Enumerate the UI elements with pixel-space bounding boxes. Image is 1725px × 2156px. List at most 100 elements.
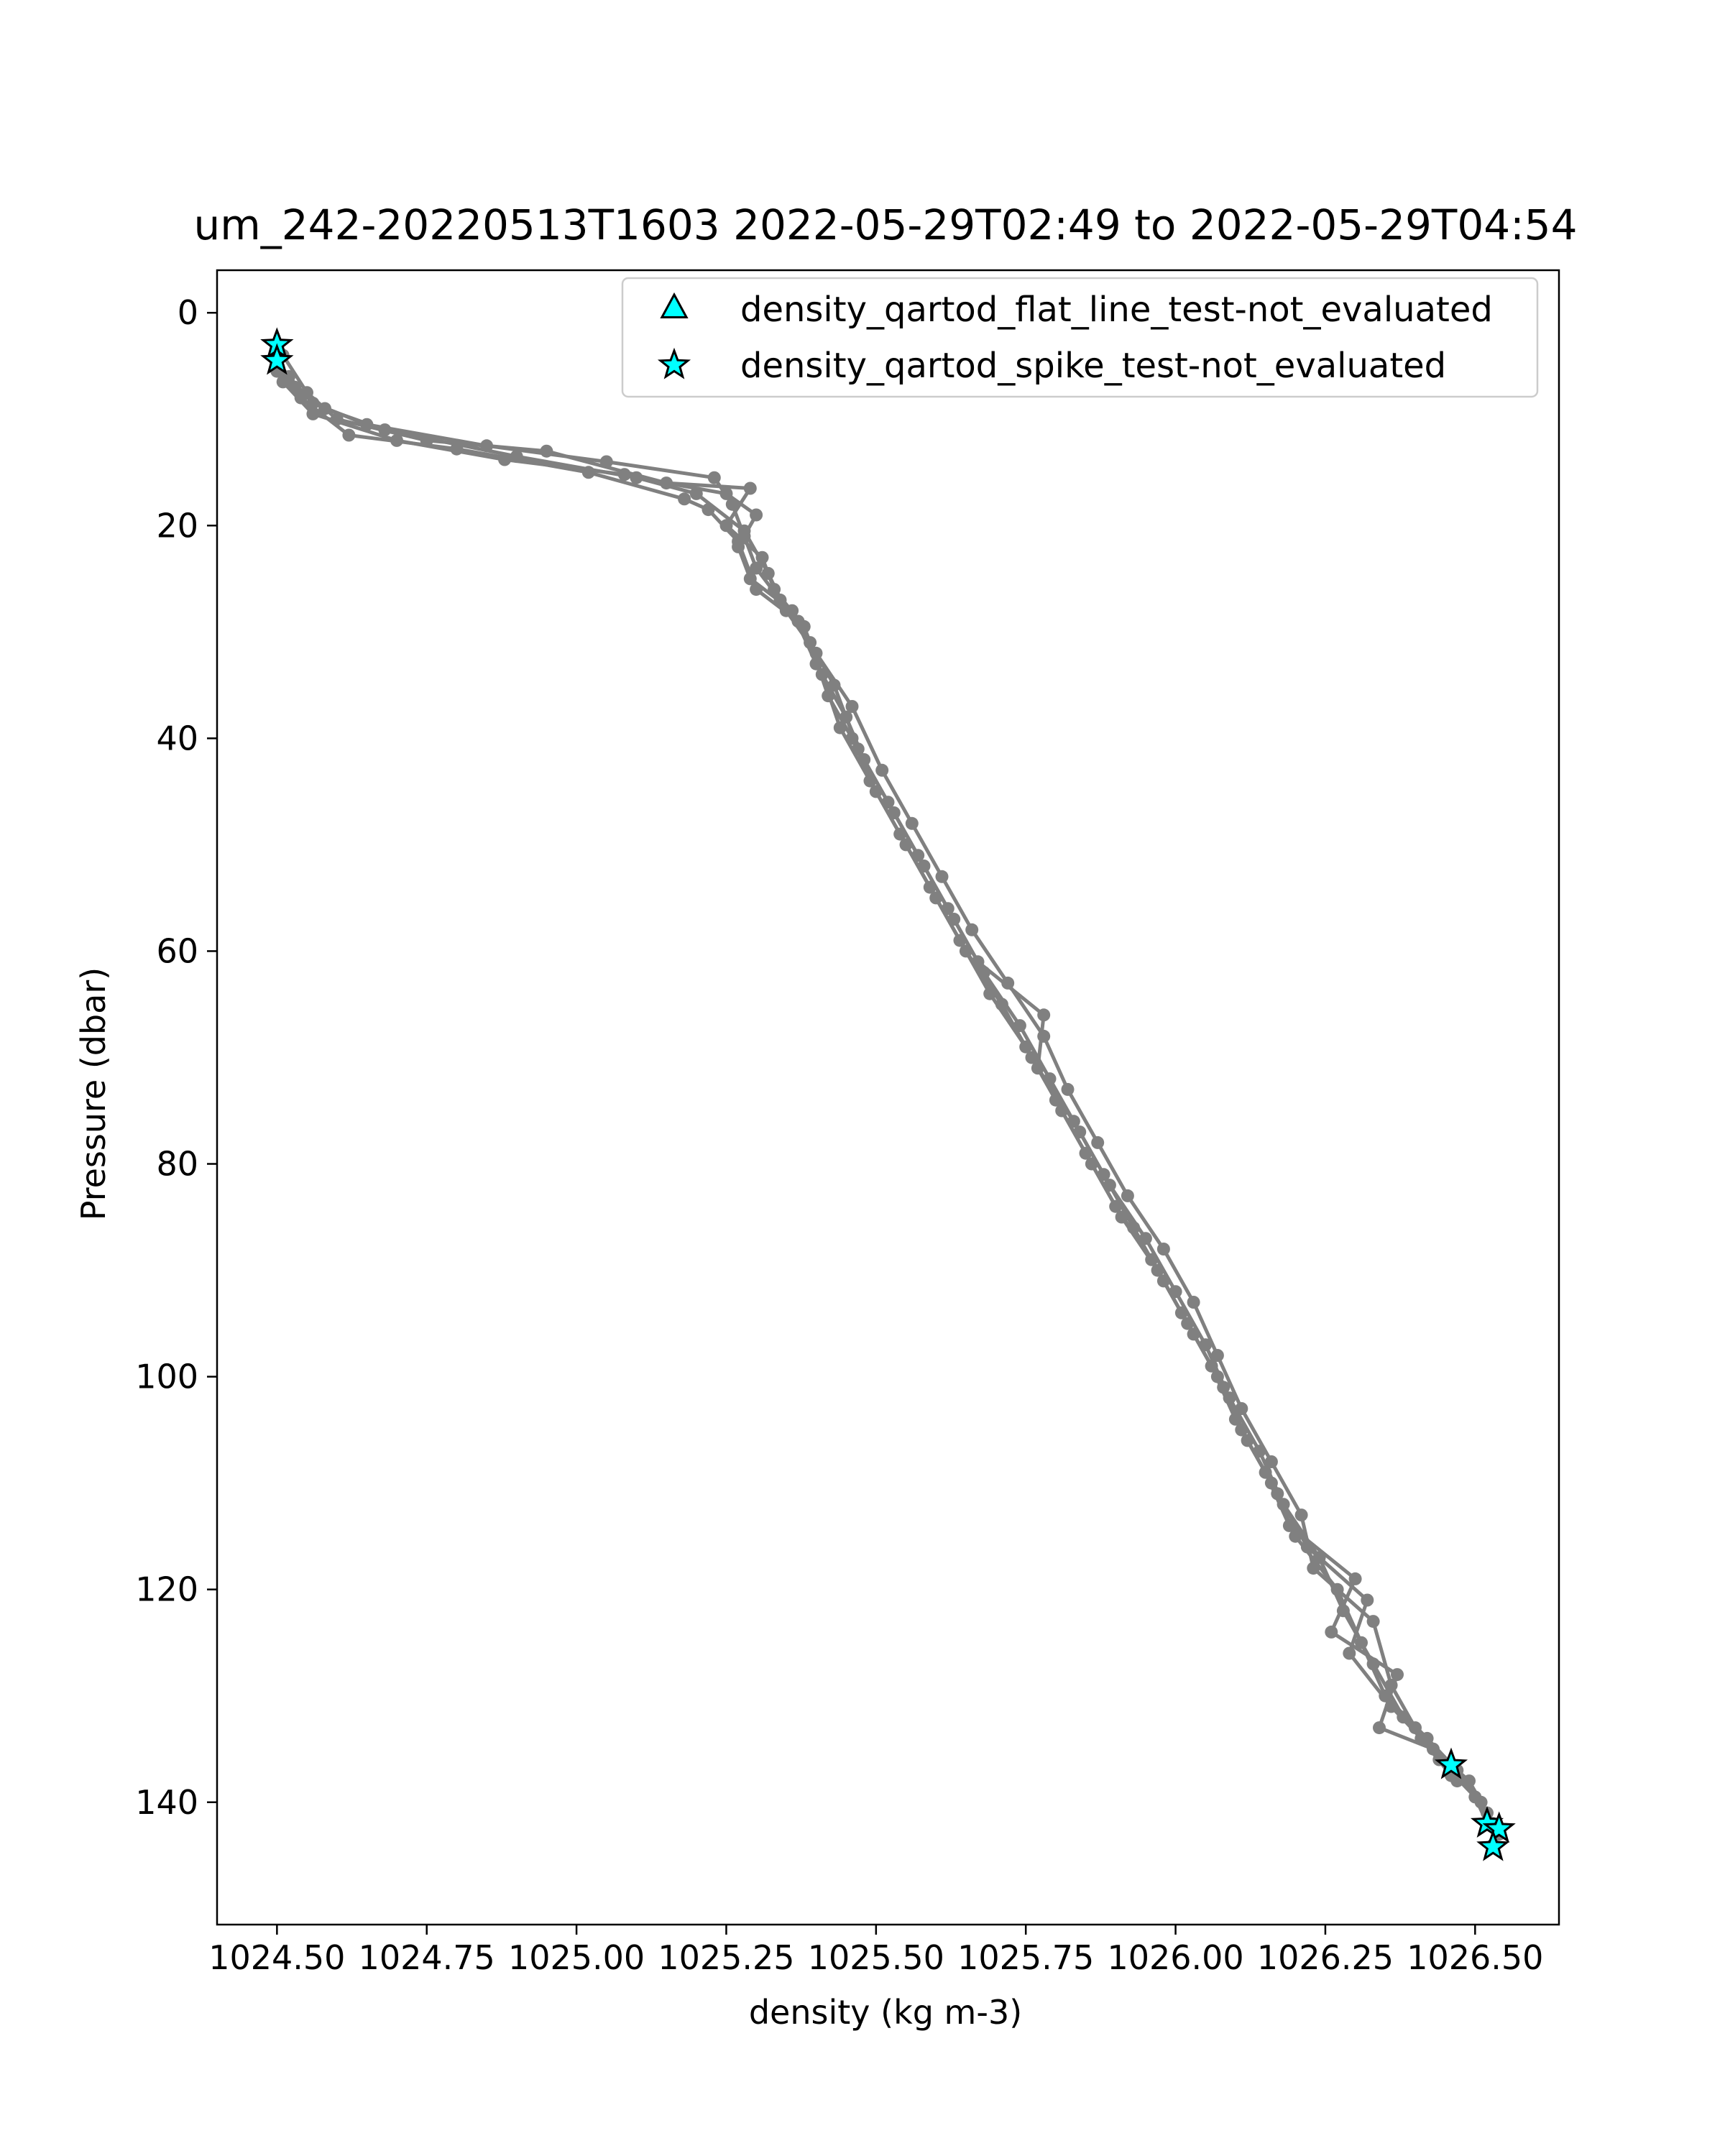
- profile-series: [276, 349, 1506, 1841]
- profile-point: [911, 849, 925, 862]
- legend-frame: [621, 277, 1539, 398]
- profile-line: [275, 359, 1495, 1845]
- profile-point: [719, 519, 733, 533]
- profile-point: [809, 646, 823, 660]
- profile-point: [342, 428, 356, 442]
- y-tick-label: 140: [135, 1783, 198, 1822]
- profile-series: [270, 359, 1494, 1830]
- profile-point: [1343, 1646, 1356, 1660]
- profile-point: [750, 508, 763, 522]
- axes-frame: [216, 269, 1560, 1926]
- profile-series-layer: [270, 349, 1506, 1851]
- spike-flag-star-marker: [1476, 1829, 1510, 1861]
- profile-point: [965, 923, 979, 936]
- profile-point: [761, 566, 775, 580]
- profile-point: [750, 561, 763, 575]
- legend-star-marker: [657, 347, 691, 379]
- profile-point: [971, 955, 985, 969]
- x-tick-label: 1026.00: [1107, 1938, 1243, 1977]
- profile-point: [1384, 1678, 1398, 1692]
- profile-point: [1037, 1008, 1051, 1022]
- profile-line: [275, 369, 1453, 1777]
- spike-flag-star-marker: [1482, 1811, 1516, 1843]
- profile-point: [737, 524, 751, 538]
- profile-point: [833, 721, 847, 734]
- legend-triangle-marker: [660, 292, 689, 318]
- legend-entries: density_qartod_flat_line_test-not_evalua…: [657, 290, 1493, 386]
- profile-point: [1187, 1327, 1200, 1341]
- y-tick-label: 80: [156, 1145, 198, 1184]
- profile-point: [390, 433, 403, 447]
- profile-point: [1019, 1040, 1033, 1054]
- profile-point: [294, 391, 308, 405]
- y-tick-label: 100: [135, 1358, 198, 1396]
- chart-title: um_242-20220513T1603 2022-05-29T02:49 to…: [194, 201, 1578, 249]
- profile-point: [732, 535, 745, 548]
- profile-point: [1325, 1625, 1338, 1639]
- x-tick-label: 1025.00: [508, 1938, 645, 1977]
- x-tick-label: 1024.50: [208, 1938, 345, 1977]
- profile-point: [1031, 1061, 1044, 1075]
- profile-point: [276, 375, 290, 389]
- profile-point: [1366, 1615, 1380, 1628]
- profile-point: [905, 816, 919, 830]
- profile-point: [617, 468, 631, 482]
- profile-line: [281, 380, 1459, 1782]
- profile-point: [1307, 1562, 1320, 1575]
- profile-point: [1013, 1019, 1026, 1033]
- profile-point: [540, 444, 553, 458]
- profile-point: [1187, 1296, 1200, 1309]
- profile-point: [1127, 1221, 1141, 1235]
- profile-point: [1067, 1115, 1080, 1128]
- profile-point: [1001, 976, 1015, 990]
- profile-point: [1091, 1135, 1105, 1149]
- profile-point: [1037, 1029, 1051, 1043]
- profile-point: [1241, 1434, 1254, 1447]
- y-tick-label: 60: [156, 931, 198, 970]
- profile-point: [1210, 1349, 1224, 1362]
- profile-point: [935, 870, 949, 883]
- profile-point: [779, 604, 793, 617]
- profile-point: [1361, 1593, 1374, 1607]
- profile-point: [1121, 1189, 1134, 1202]
- profile-point: [1217, 1381, 1230, 1394]
- x-tick-label: 1025.25: [658, 1938, 794, 1977]
- x-tick-label: 1025.50: [808, 1938, 944, 1977]
- legend-label: density_qartod_spike_test-not_evaluated: [740, 346, 1446, 386]
- profile-point: [750, 583, 763, 596]
- x-tick-label: 1025.75: [957, 1938, 1094, 1977]
- profile-point: [678, 492, 691, 506]
- profile-point: [1061, 1082, 1075, 1096]
- x-tick-label: 1026.50: [1407, 1938, 1543, 1977]
- profile-point: [743, 482, 757, 495]
- profile-line: [281, 354, 1501, 1835]
- qartod-flag-layer: [260, 327, 1516, 1861]
- profile-point: [1384, 1700, 1398, 1713]
- profile-point: [498, 453, 512, 466]
- legend-label: density_qartod_flat_line_test-not_evalua…: [740, 290, 1493, 330]
- y-tick-label: 0: [178, 293, 198, 332]
- profile-point: [881, 796, 895, 809]
- y-axis: 0 20 40 60 80 100 120 140: [135, 293, 217, 1822]
- profile-point: [1271, 1487, 1284, 1501]
- profile-series: [276, 375, 1464, 1788]
- y-tick-label: 40: [156, 719, 198, 757]
- profile-point: [306, 407, 320, 420]
- profile-point: [1235, 1402, 1248, 1415]
- spike-flag-star-marker: [1434, 1747, 1468, 1779]
- y-tick-label: 120: [135, 1570, 198, 1609]
- profile-point: [1463, 1774, 1476, 1788]
- spike-flag-star-marker: [260, 343, 294, 375]
- profile-point: [845, 700, 859, 713]
- profile-point: [851, 742, 865, 756]
- profile-series: [270, 354, 1500, 1851]
- profile-point: [1450, 1774, 1464, 1788]
- profile-point: [1294, 1508, 1308, 1522]
- y-axis-label: Pressure (dbar): [74, 967, 113, 1220]
- x-tick-label: 1024.75: [359, 1938, 495, 1977]
- profile-point: [707, 471, 721, 484]
- profile-point: [1156, 1274, 1170, 1288]
- profile-series: [270, 364, 1458, 1782]
- x-axis: 1024.50 1024.75 1025.00 1025.25 1025.50 1025.…: [208, 1925, 1543, 1977]
- profile-point: [1097, 1168, 1110, 1181]
